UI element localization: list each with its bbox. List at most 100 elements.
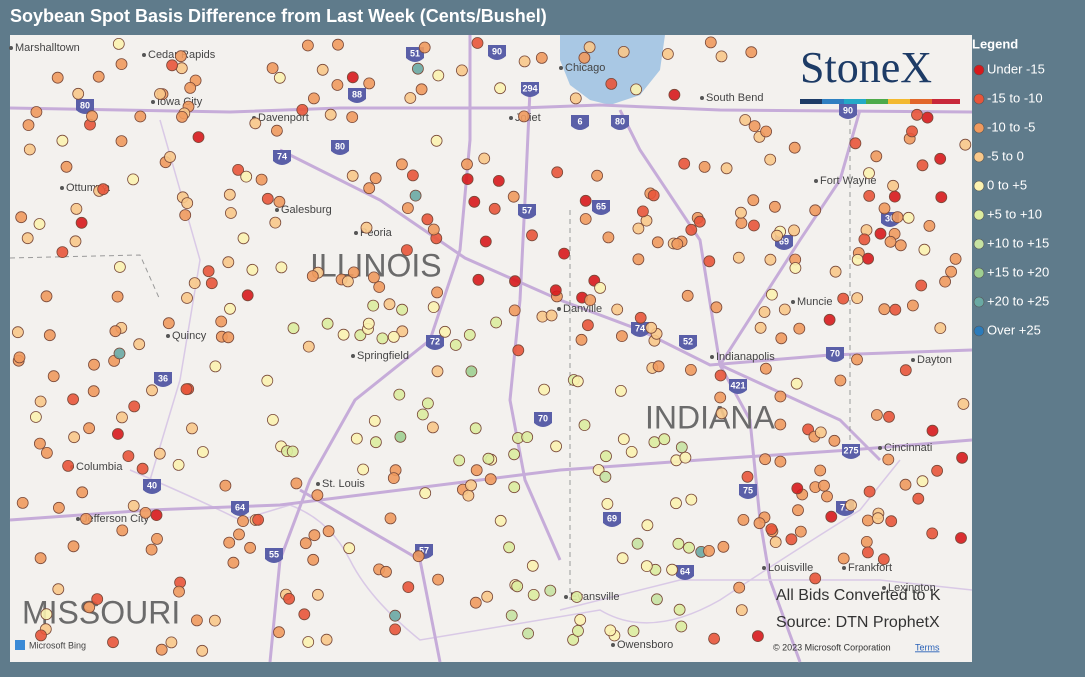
shield-label: 80 — [80, 100, 90, 110]
city-label: St. Louis — [322, 478, 365, 490]
bid-marker — [115, 58, 128, 70]
bid-marker — [461, 158, 473, 171]
city-label: Cincinnati — [884, 442, 932, 454]
city-label: Galesburg — [281, 204, 332, 216]
bid-marker — [788, 224, 800, 237]
city-label: Lexington — [888, 582, 936, 594]
legend-swatch — [973, 122, 985, 134]
bid-marker — [662, 48, 674, 60]
bid-marker — [837, 292, 850, 305]
bid-marker — [255, 173, 268, 186]
bid-marker — [233, 528, 245, 541]
bid-marker — [745, 46, 758, 59]
city-label: Owensboro — [617, 639, 673, 651]
bid-marker — [759, 453, 771, 466]
bid-marker — [788, 141, 801, 154]
bid-marker — [828, 434, 841, 447]
bid-markers — [11, 36, 972, 657]
bid-marker — [790, 377, 803, 390]
bid-marker — [926, 527, 939, 540]
bid-marker — [753, 517, 766, 530]
bid-marker — [13, 351, 26, 364]
bid-marker — [270, 124, 283, 137]
bid-marker — [273, 71, 286, 84]
bid-marker — [681, 289, 694, 302]
bid-marker — [273, 626, 285, 639]
city-label: Frankfort — [848, 562, 892, 574]
bid-marker — [774, 455, 787, 468]
bid-marker — [172, 458, 185, 471]
bid-marker — [760, 362, 772, 375]
bid-marker — [107, 636, 119, 649]
bid-marker — [249, 117, 262, 130]
bid-marker — [306, 270, 319, 283]
bid-marker — [931, 464, 943, 477]
city-label: Quincy — [172, 330, 207, 342]
shield — [488, 45, 506, 60]
bid-marker — [645, 321, 658, 334]
bid-marker — [269, 216, 282, 229]
bid-marker — [116, 524, 129, 537]
bid-marker — [478, 152, 491, 165]
highway-shields: 80 88 74 80 90 294 57 65 74 52 421 70 69 72 70 36 40 64 55… — [76, 45, 899, 580]
bid-marker — [934, 322, 947, 335]
bid-marker — [675, 620, 688, 633]
terms-link[interactable]: Terms — [915, 642, 940, 652]
bid-marker — [30, 106, 43, 118]
bid-marker — [845, 499, 857, 512]
bid-marker — [299, 537, 312, 550]
shield-label: 80 — [615, 116, 625, 126]
bid-marker — [934, 152, 947, 165]
bid-marker — [550, 440, 562, 453]
bid-marker — [792, 504, 804, 517]
bid-marker — [685, 223, 698, 236]
shield — [406, 47, 424, 62]
bid-marker — [35, 629, 47, 642]
bid-marker — [53, 501, 65, 514]
bid-marker — [679, 451, 692, 464]
bid-marker — [572, 625, 584, 637]
bid-marker — [591, 169, 603, 182]
bid-marker — [321, 317, 334, 330]
bid-marker — [465, 479, 477, 492]
bid-marker — [862, 514, 874, 527]
city-dot — [509, 116, 513, 120]
bid-marker — [955, 532, 967, 544]
bid-marker — [180, 383, 193, 396]
city-label: Jefferson City — [82, 513, 150, 525]
bid-marker — [469, 422, 482, 435]
city-label: Danville — [563, 303, 602, 315]
attribution: Microsoft Bing — [29, 640, 86, 650]
bid-marker — [482, 452, 495, 465]
bid-marker — [872, 512, 884, 525]
bid-marker — [346, 71, 359, 84]
bid-marker — [748, 219, 760, 232]
bid-marker — [870, 150, 883, 163]
bid-marker — [889, 303, 902, 316]
city-label: Evansville — [570, 591, 620, 603]
bid-marker — [625, 445, 638, 458]
city-label: Dayton — [917, 354, 952, 366]
bid-marker — [154, 88, 166, 100]
bid-marker — [538, 383, 550, 396]
bid-marker — [862, 252, 874, 265]
bid-marker — [463, 328, 476, 341]
bid-marker — [878, 303, 891, 316]
shield-label: 65 — [596, 201, 606, 211]
bid-marker — [902, 211, 915, 224]
bid-marker — [512, 344, 525, 357]
shield-label: 36 — [158, 373, 168, 383]
bid-marker — [261, 192, 274, 205]
bid-marker — [308, 529, 321, 542]
state-border — [9, 254, 161, 301]
bid-marker — [611, 303, 624, 316]
bid-marker — [92, 70, 105, 83]
bid-marker — [668, 88, 681, 101]
bid-marker — [266, 413, 279, 426]
bid-marker — [150, 509, 163, 521]
bid-marker — [34, 395, 47, 408]
shield-label: 64 — [680, 566, 690, 576]
legend-swatch — [973, 151, 985, 163]
bid-marker — [508, 448, 520, 461]
bid-marker — [133, 338, 146, 351]
